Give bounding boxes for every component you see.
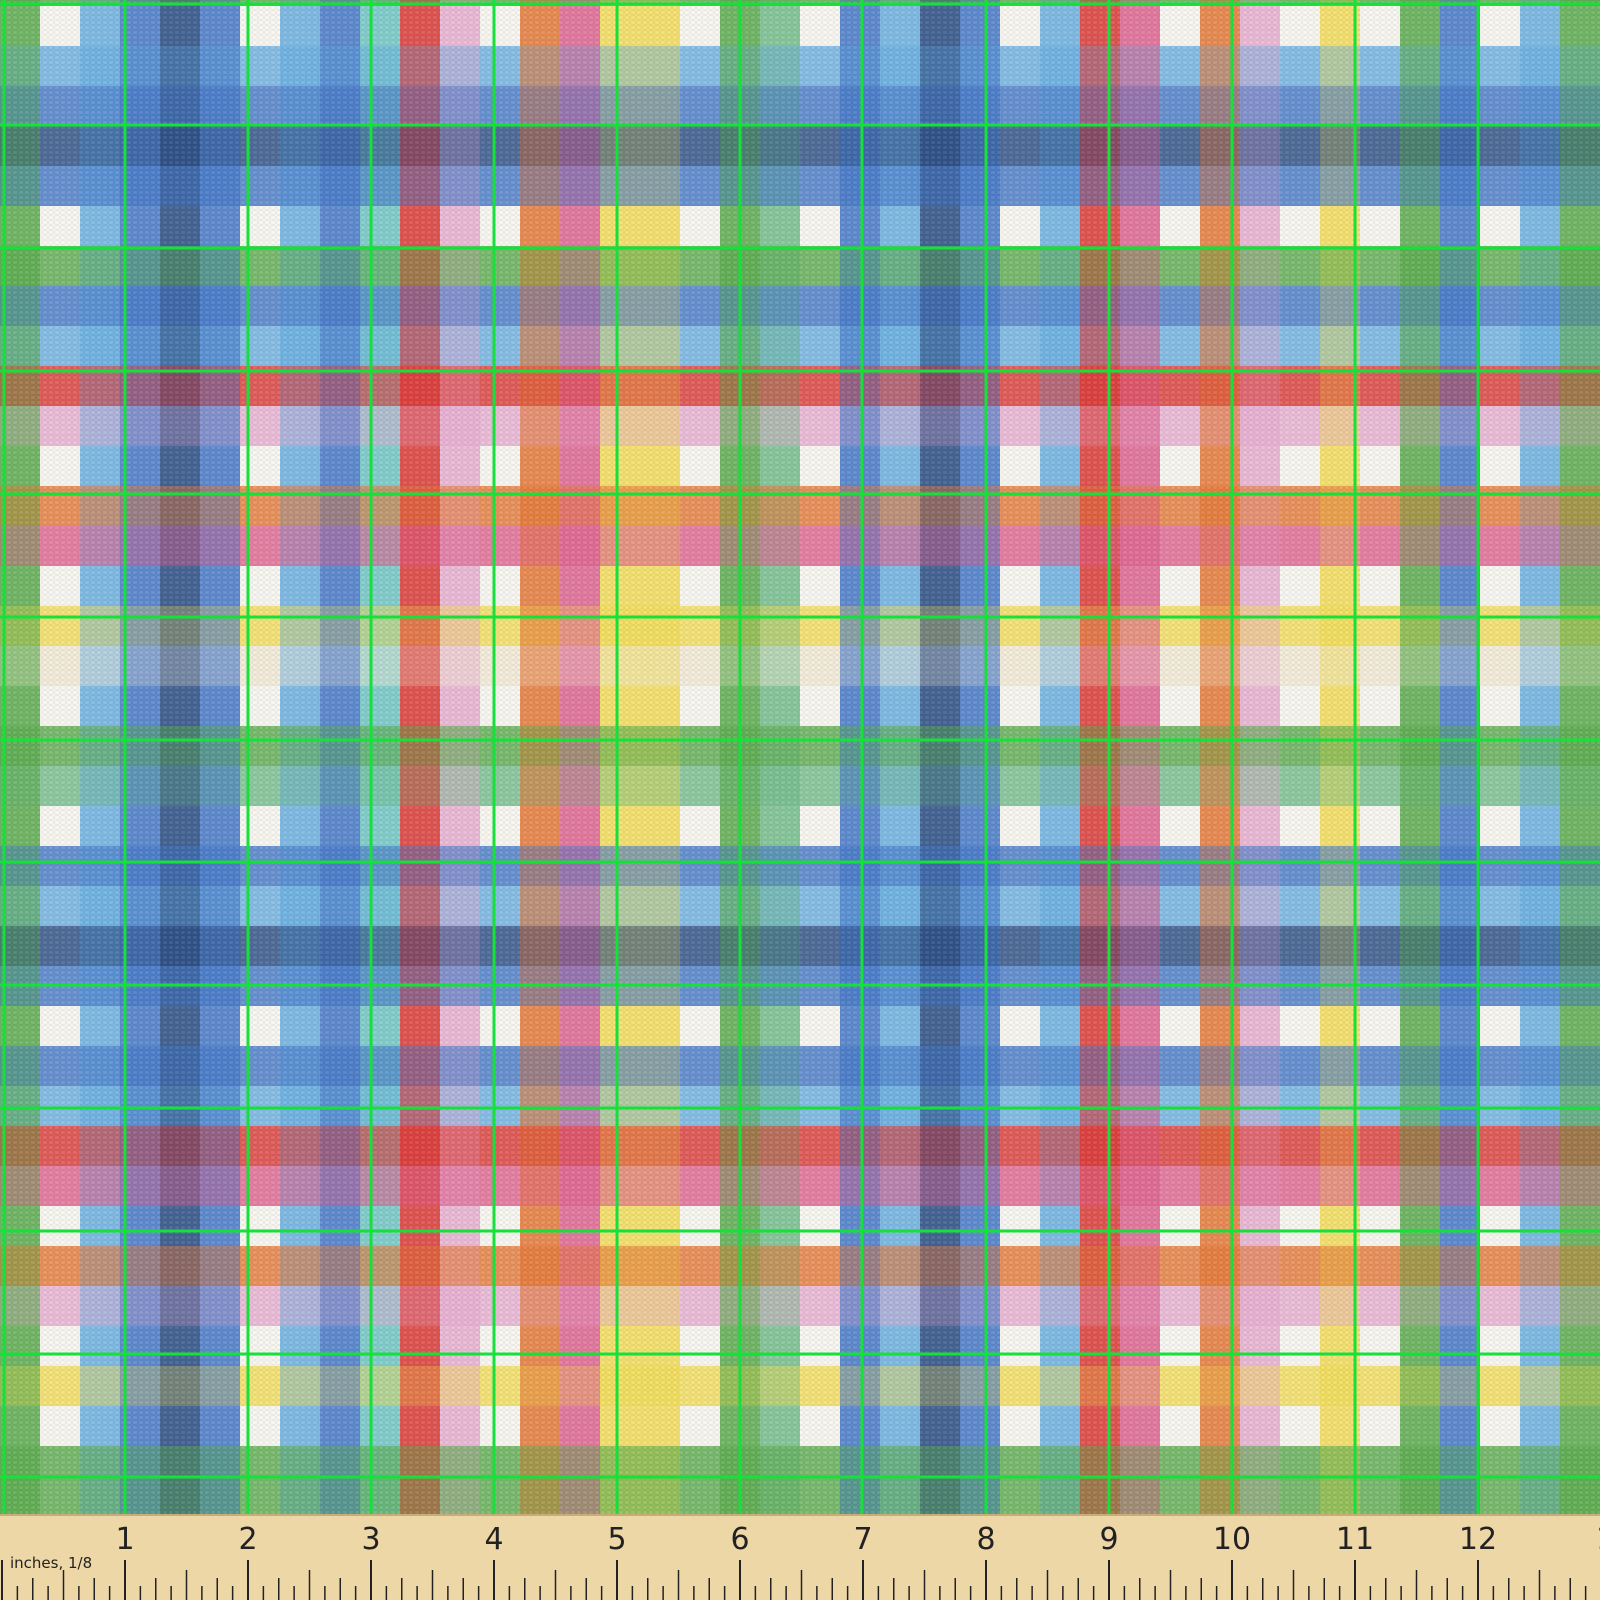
ruler-number: 5: [607, 1522, 626, 1557]
measurement-grid: [0, 0, 1600, 1515]
ruler-unit-label: inches, 1/8: [10, 1554, 92, 1572]
ruler-number: 3: [361, 1522, 380, 1557]
ruler-number: 1: [1596, 1522, 1600, 1557]
ruler-number: 6: [730, 1522, 749, 1557]
ruler-number: 7: [853, 1522, 872, 1557]
ruler-number: 8: [976, 1522, 995, 1557]
ruler-number: 4: [484, 1522, 503, 1557]
ruler-number: 9: [1099, 1522, 1118, 1557]
ruler-number: 1: [115, 1522, 134, 1557]
ruler-ticks: [1, 1560, 1587, 1600]
ruler-number: 2: [238, 1522, 257, 1557]
ruler-numbers: 1234567891011121: [115, 1522, 1600, 1557]
weave-noise-overlay: [0, 0, 1600, 1515]
ruler-number: 11: [1336, 1522, 1374, 1557]
ruler-number: 12: [1459, 1522, 1497, 1557]
ruler-background: [0, 1515, 1600, 1600]
ruler-number: 10: [1213, 1522, 1251, 1557]
measuring-ruler: 1234567891011121 inches, 1/8: [0, 1514, 1600, 1600]
knit-texture-overlay: [0, 0, 1600, 1515]
